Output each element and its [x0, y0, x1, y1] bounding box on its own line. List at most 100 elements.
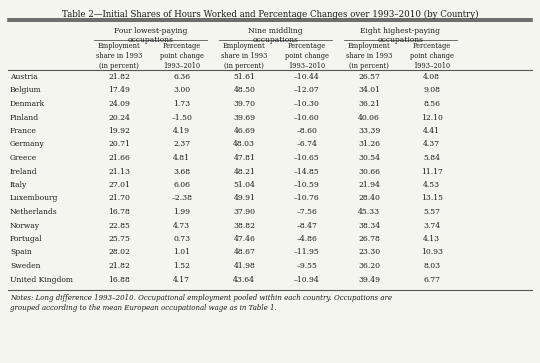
Text: 36.21: 36.21	[358, 100, 380, 108]
Text: 48.50: 48.50	[233, 86, 255, 94]
Text: 8.56: 8.56	[423, 100, 440, 108]
Text: 22.85: 22.85	[109, 221, 130, 229]
Text: Belgium: Belgium	[10, 86, 42, 94]
Text: 4.81: 4.81	[173, 154, 190, 162]
Text: 28.02: 28.02	[109, 249, 130, 257]
Text: –7.56: –7.56	[296, 208, 317, 216]
Text: 16.78: 16.78	[109, 208, 130, 216]
Text: Employment
share in 1993
(in percent): Employment share in 1993 (in percent)	[221, 42, 267, 70]
Text: 38.82: 38.82	[233, 221, 255, 229]
Text: –10.30: –10.30	[294, 100, 320, 108]
Text: 47.81: 47.81	[233, 154, 255, 162]
Text: –14.85: –14.85	[294, 167, 320, 175]
Text: Eight highest-paying
occupations: Eight highest-paying occupations	[361, 27, 441, 44]
Text: 39.70: 39.70	[233, 100, 255, 108]
Text: 30.66: 30.66	[358, 167, 380, 175]
Text: 23.30: 23.30	[358, 249, 380, 257]
Text: 21.94: 21.94	[359, 181, 380, 189]
Text: 45.33: 45.33	[358, 208, 380, 216]
Text: 47.46: 47.46	[233, 235, 255, 243]
Text: –10.94: –10.94	[294, 276, 320, 284]
Text: 21.82: 21.82	[109, 262, 130, 270]
Text: 40.06: 40.06	[359, 114, 380, 122]
Text: 49.91: 49.91	[233, 195, 255, 203]
Text: Norway: Norway	[10, 221, 40, 229]
Text: 39.49: 39.49	[358, 276, 380, 284]
Text: 1.73: 1.73	[173, 100, 190, 108]
Text: –12.07: –12.07	[294, 86, 320, 94]
Text: 4.08: 4.08	[423, 73, 440, 81]
Text: 3.68: 3.68	[173, 167, 190, 175]
Text: 1.99: 1.99	[173, 208, 190, 216]
Text: 48.67: 48.67	[233, 249, 255, 257]
Text: Austria: Austria	[10, 73, 38, 81]
Text: 1.01: 1.01	[173, 249, 190, 257]
Text: –10.76: –10.76	[294, 195, 320, 203]
Text: Greece: Greece	[10, 154, 37, 162]
Text: Italy: Italy	[10, 181, 27, 189]
Text: 6.06: 6.06	[173, 181, 190, 189]
Text: –10.59: –10.59	[294, 181, 320, 189]
Text: 48.03: 48.03	[233, 140, 255, 148]
Text: 43.64: 43.64	[233, 276, 255, 284]
Text: Four lowest-paying
occupations: Four lowest-paying occupations	[114, 27, 187, 44]
Text: United Kingdom: United Kingdom	[10, 276, 73, 284]
Text: 26.78: 26.78	[359, 235, 380, 243]
Text: 2.37: 2.37	[173, 140, 190, 148]
Text: Percentage
point change
1993–2010: Percentage point change 1993–2010	[285, 42, 329, 70]
Text: 4.37: 4.37	[423, 140, 440, 148]
Text: –10.60: –10.60	[294, 114, 320, 122]
Text: 8.03: 8.03	[423, 262, 440, 270]
Text: 30.54: 30.54	[358, 154, 380, 162]
Text: 13.15: 13.15	[421, 195, 443, 203]
Text: Spain: Spain	[10, 249, 32, 257]
Text: –10.65: –10.65	[294, 154, 320, 162]
Text: 11.17: 11.17	[421, 167, 443, 175]
Text: 46.69: 46.69	[233, 127, 255, 135]
Text: Finland: Finland	[10, 114, 39, 122]
Text: 12.10: 12.10	[421, 114, 443, 122]
Text: France: France	[10, 127, 37, 135]
Text: 10.93: 10.93	[421, 249, 443, 257]
Text: 21.66: 21.66	[109, 154, 130, 162]
Text: –2.38: –2.38	[171, 195, 192, 203]
Text: 21.70: 21.70	[109, 195, 130, 203]
Text: 6.77: 6.77	[423, 276, 440, 284]
Text: Sweden: Sweden	[10, 262, 40, 270]
Text: –6.74: –6.74	[296, 140, 317, 148]
Text: 26.57: 26.57	[359, 73, 380, 81]
Text: 6.36: 6.36	[173, 73, 190, 81]
Text: 41.98: 41.98	[233, 262, 255, 270]
Text: 19.92: 19.92	[109, 127, 130, 135]
Text: 16.88: 16.88	[109, 276, 130, 284]
Text: Luxembourg: Luxembourg	[10, 195, 58, 203]
Text: Ireland: Ireland	[10, 167, 38, 175]
Text: Percentage
point change
1993–2010: Percentage point change 1993–2010	[160, 42, 204, 70]
Text: 9.08: 9.08	[423, 86, 440, 94]
Text: 25.75: 25.75	[109, 235, 130, 243]
Text: 3.74: 3.74	[423, 221, 440, 229]
Text: 36.20: 36.20	[358, 262, 380, 270]
Text: Table 2—Initial Shares of Hours Worked and Percentage Changes over 1993–2010 (by: Table 2—Initial Shares of Hours Worked a…	[62, 10, 478, 19]
Text: Denmark: Denmark	[10, 100, 45, 108]
Text: Percentage
point change
1993–2010: Percentage point change 1993–2010	[410, 42, 454, 70]
Text: 27.01: 27.01	[109, 181, 130, 189]
Text: 33.39: 33.39	[358, 127, 380, 135]
Text: –11.95: –11.95	[294, 249, 320, 257]
Text: –1.50: –1.50	[171, 114, 192, 122]
Text: 4.53: 4.53	[423, 181, 440, 189]
Text: –10.44: –10.44	[294, 73, 320, 81]
Text: 51.61: 51.61	[233, 73, 255, 81]
Text: 0.73: 0.73	[173, 235, 190, 243]
Text: 38.34: 38.34	[358, 221, 380, 229]
Text: Notes: Long difference 1993–2010. Occupational employment pooled within each cou: Notes: Long difference 1993–2010. Occupa…	[10, 294, 392, 313]
Text: –9.55: –9.55	[296, 262, 317, 270]
Text: 5.84: 5.84	[423, 154, 440, 162]
Text: 20.71: 20.71	[109, 140, 130, 148]
Text: Germany: Germany	[10, 140, 45, 148]
Text: 37.90: 37.90	[233, 208, 255, 216]
Text: Nine middling
occupations: Nine middling occupations	[248, 27, 303, 44]
Text: 39.69: 39.69	[233, 114, 255, 122]
Text: 20.24: 20.24	[109, 114, 130, 122]
Text: 4.19: 4.19	[173, 127, 190, 135]
